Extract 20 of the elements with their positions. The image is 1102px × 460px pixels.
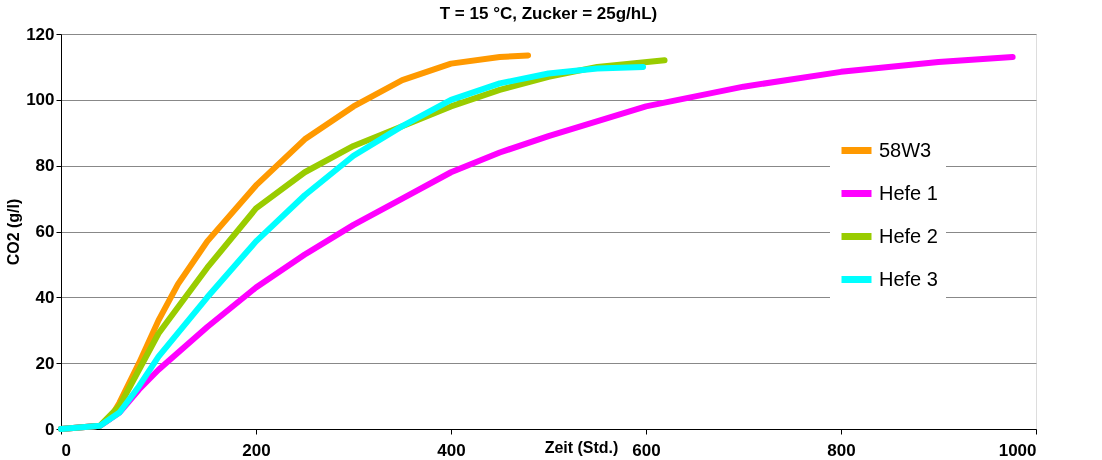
y-tick-label: 120	[26, 24, 55, 44]
y-tick-label: 40	[35, 287, 55, 307]
chart-title: T = 15 °C, Zucker = 25g/hL)	[439, 4, 658, 23]
x-tick-label: 0	[61, 440, 71, 460]
y-tick-label: 20	[35, 353, 55, 373]
x-tick-label: 1000	[998, 440, 1037, 460]
legend-label: Hefe 3	[879, 267, 938, 290]
x-axis-title: Zeit (Std.)	[544, 438, 619, 456]
legend-label: Hefe 2	[879, 224, 938, 247]
x-tick-label: 400	[437, 440, 466, 460]
x-tick-label: 800	[827, 440, 856, 460]
x-tick-label: 200	[242, 440, 271, 460]
y-axis-title: CO2 (g/l)	[5, 198, 23, 266]
legend-label: Hefe 1	[879, 181, 938, 204]
y-tick-label: 60	[35, 222, 55, 241]
y-tick-label: 80	[35, 156, 55, 176]
y-tick-label: 0	[45, 419, 55, 439]
x-tick-label: 600	[632, 440, 661, 460]
y-tick-label: 100	[26, 90, 55, 110]
legend-label: 58W3	[879, 138, 932, 161]
